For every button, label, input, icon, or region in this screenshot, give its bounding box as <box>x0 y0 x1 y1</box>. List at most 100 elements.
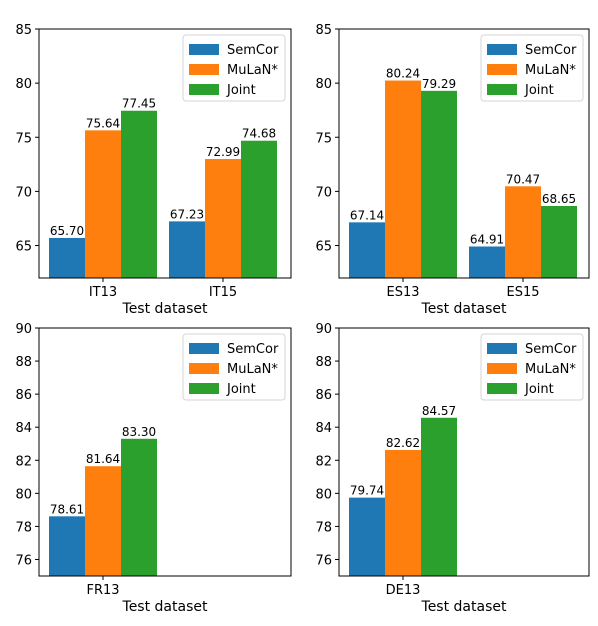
y-tick-label: 76 <box>15 553 32 568</box>
data-label: 64.91 <box>470 232 504 246</box>
data-label: 84.57 <box>422 404 456 418</box>
data-label: 79.29 <box>422 77 456 91</box>
legend-swatch <box>487 343 517 354</box>
x-axis-label: Test dataset <box>421 301 507 317</box>
bar-semcor-it13 <box>49 237 85 278</box>
x-axis-label: Test dataset <box>122 599 208 615</box>
legend-entry: SemCor <box>525 342 577 357</box>
x-tick-label: ES15 <box>506 285 539 300</box>
y-tick-label: 80 <box>315 487 332 502</box>
bar-mulan-es15 <box>505 186 541 278</box>
legend-swatch <box>189 44 219 55</box>
data-label: 67.14 <box>350 208 384 222</box>
legend: SemCor MuLaN* Joint <box>480 333 584 401</box>
x-axis-label: Test dataset <box>421 599 507 615</box>
y-tick-label: 75 <box>15 131 32 146</box>
y-tick-label: 65 <box>315 240 332 255</box>
bar-semcor-es15 <box>469 246 505 278</box>
bar-joint-it13 <box>121 110 157 278</box>
legend-entry: Joint <box>226 382 256 397</box>
legend-entry: Joint <box>524 83 554 98</box>
data-label: 74.68 <box>242 127 276 141</box>
bar-semcor-it15 <box>169 221 205 278</box>
x-tick-label: FR13 <box>86 583 119 598</box>
y-tick-label: 70 <box>315 185 332 200</box>
x-tick-label: DE13 <box>386 583 421 598</box>
data-label: 68.65 <box>542 192 576 206</box>
bar-semcor-es13 <box>349 222 385 278</box>
data-label: 80.24 <box>386 67 420 81</box>
bar-joint-fr13 <box>121 438 157 576</box>
legend-entry: Joint <box>524 382 554 397</box>
data-label: 65.70 <box>50 224 84 238</box>
axes-frame <box>38 28 292 279</box>
axes-frame <box>338 327 590 577</box>
y-tick-label: 70 <box>15 185 32 200</box>
legend-swatch <box>189 383 219 394</box>
data-label: 79.74 <box>350 484 384 498</box>
bar-joint-de13 <box>421 417 457 576</box>
data-label: 81.64 <box>86 452 120 466</box>
legend-swatch <box>487 363 517 374</box>
legend-swatch <box>189 363 219 374</box>
data-label: 72.99 <box>206 145 240 159</box>
chart-panel-4: 79.74 82.62 84.57 DE13 76 78 80 82 84 86 88 90 Test … <box>315 322 590 615</box>
bar-semcor-de13 <box>349 497 385 576</box>
y-tick-label: 84 <box>15 421 32 436</box>
y-tick-label: 80 <box>15 487 32 502</box>
y-tick-label: 85 <box>15 23 32 38</box>
legend: SemCor MuLaN* Joint <box>182 333 286 401</box>
legend-swatch <box>487 84 517 95</box>
x-axis-label: Test dataset <box>122 301 208 317</box>
x-tick-label: IT15 <box>209 285 237 300</box>
y-tick-label: 80 <box>315 77 332 92</box>
bar-mulan-fr13 <box>85 466 121 576</box>
data-label: 77.45 <box>122 97 156 111</box>
y-tick-label: 84 <box>315 421 332 436</box>
data-label: 82.62 <box>386 436 420 450</box>
legend-entry: MuLaN* <box>227 362 278 377</box>
x-tick-label: ES13 <box>386 285 419 300</box>
bar-joint-it15 <box>241 140 277 278</box>
legend-swatch <box>487 383 517 394</box>
legend-swatch <box>487 64 517 75</box>
y-tick-label: 88 <box>315 355 332 370</box>
bar-mulan-de13 <box>385 450 421 576</box>
data-label: 70.47 <box>506 172 540 186</box>
y-tick-label: 85 <box>315 23 332 38</box>
legend-swatch <box>189 343 219 354</box>
data-label: 67.23 <box>170 207 204 221</box>
bar-mulan-it15 <box>205 159 241 278</box>
legend: SemCor MuLaN* Joint <box>480 34 584 102</box>
legend-entry: MuLaN* <box>525 362 576 377</box>
y-tick-label: 82 <box>315 454 332 469</box>
legend-swatch <box>189 84 219 95</box>
legend-entry: MuLaN* <box>227 63 278 78</box>
y-tick-label: 86 <box>315 388 332 403</box>
bar-semcor-fr13 <box>49 516 85 576</box>
y-tick-label: 82 <box>15 454 32 469</box>
legend-entry: SemCor <box>227 43 279 58</box>
axes-frame <box>38 327 292 577</box>
y-tick-label: 75 <box>315 131 332 146</box>
y-tick-label: 78 <box>15 520 32 535</box>
legend-entry: MuLaN* <box>525 63 576 78</box>
y-tick-label: 76 <box>315 553 332 568</box>
y-tick-label: 88 <box>15 355 32 370</box>
axes-frame <box>338 28 590 279</box>
y-tick-label: 90 <box>15 322 32 337</box>
bar-mulan-es13 <box>385 80 421 279</box>
y-tick-label: 78 <box>315 520 332 535</box>
y-tick-label: 80 <box>15 77 32 92</box>
data-label: 75.64 <box>86 116 120 130</box>
data-label: 83.30 <box>122 425 156 439</box>
data-label: 78.61 <box>50 502 84 516</box>
bar-joint-es15 <box>541 206 577 278</box>
x-tick-label: IT13 <box>89 285 117 300</box>
legend-entry: SemCor <box>525 43 577 58</box>
legend: SemCor MuLaN* Joint <box>182 34 286 102</box>
bar-joint-es13 <box>421 90 457 278</box>
